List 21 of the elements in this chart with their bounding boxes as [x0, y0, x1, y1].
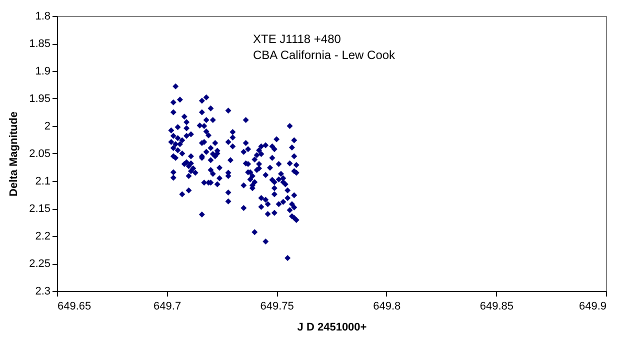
y-tick-label: 2.3 — [35, 286, 50, 298]
y-tick-label: 1.9 — [35, 66, 50, 78]
x-tick-label: 649.65 — [58, 300, 92, 312]
y-tick-label: 2 — [44, 120, 50, 132]
y-tick-label: 1.8 — [35, 10, 50, 22]
y-tick-label: 2.1 — [35, 176, 50, 188]
x-tick-label: 649.7 — [154, 300, 182, 312]
x-tick-label: 649.85 — [480, 300, 514, 312]
annotation: CBA California - Lew Cook — [253, 48, 396, 62]
y-tick-label: 1.85 — [29, 38, 50, 50]
x-axis-title: J D 2451000+ — [297, 322, 367, 334]
y-tick-label: 2.15 — [29, 203, 50, 215]
x-tick-label: 649.8 — [373, 300, 401, 312]
annotation: XTE J1118 +480 — [253, 32, 342, 46]
y-tick-label: 2.2 — [35, 230, 50, 242]
x-tick-label: 649.9 — [578, 300, 606, 312]
y-tick-label: 2.05 — [29, 148, 50, 160]
y-tick-label: 2.25 — [29, 258, 50, 270]
y-axis-title: Delta Magnitude — [8, 112, 20, 196]
x-tick-label: 649.75 — [260, 300, 294, 312]
y-tick-label: 1.95 — [29, 93, 50, 105]
